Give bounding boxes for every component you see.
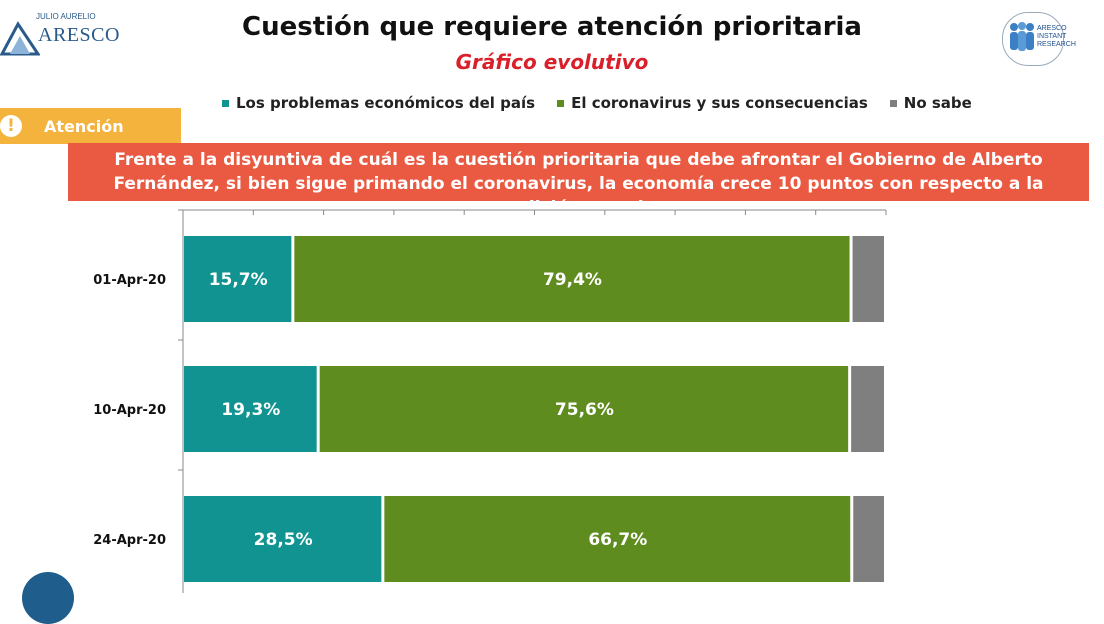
category-label: 24-Apr-20 — [93, 533, 166, 548]
bar-segment — [184, 236, 292, 322]
legend-label: Los problemas económicos del país — [236, 94, 536, 112]
bar-segment — [853, 496, 884, 582]
legend-label: El coronavirus y sus consecuencias — [571, 94, 868, 112]
page-title: Cuestión que requiere atención prioritar… — [242, 12, 862, 42]
bar-segment — [319, 366, 849, 452]
bar-value-label: 66,7% — [588, 530, 647, 550]
warning-icon: ! — [0, 115, 22, 137]
category-label: 01-Apr-20 — [93, 273, 166, 288]
legend-label: No sabe — [903, 94, 972, 112]
alert-label: Atención — [44, 117, 124, 136]
alert-banner: Frente a la disyuntiva de cuál es la cue… — [68, 143, 1089, 218]
category-label: 10-Apr-20 — [93, 403, 166, 418]
page-subtitle: Gráfico evolutivo — [455, 50, 649, 74]
logo-triangle-icon — [0, 21, 40, 56]
bar-segment — [294, 236, 850, 322]
stacked-bar-chart: 01-Apr-20 15,7% 79,4% 10-Apr-20 19,3% 75,6% 24… — [93, 209, 887, 593]
corner-badge-icon — [22, 572, 74, 624]
bar-segment — [852, 236, 884, 322]
bar-segment — [184, 496, 382, 582]
aresco-instant-research-logo: ARESCO INSTANT RESEARCH — [1002, 12, 1076, 66]
logo-big-text: ARESCO — [38, 24, 120, 46]
legend-item-no-sabe: No sabe — [889, 94, 972, 112]
chart-legend: Los problemas económicos del país El cor… — [222, 94, 972, 112]
legend-swatch — [222, 99, 229, 107]
bar-value-label: 28,5% — [254, 530, 313, 550]
legend-item-coronavirus: El coronavirus y sus consecuencias — [557, 94, 868, 112]
logo-small-text: JULIO AURELIO — [36, 12, 96, 21]
alert-tab: ! Atención — [0, 108, 181, 144]
legend-swatch — [557, 99, 565, 107]
bar-segment — [851, 366, 884, 452]
logo-right-text: ARESCO INSTANT RESEARCH — [1037, 25, 1076, 48]
bar-value-label: 19,3% — [221, 400, 280, 420]
bar-value-label: 15,7% — [209, 270, 268, 290]
aresco-logo: JULIO AURELIO ARESCO — [0, 10, 119, 62]
people-icon — [1010, 22, 1034, 51]
bar-value-label: 79,4% — [543, 270, 602, 290]
bar-segment — [384, 496, 851, 582]
legend-item-economia: Los problemas económicos del país — [222, 94, 535, 112]
legend-swatch — [889, 99, 897, 107]
bar-segment — [184, 366, 317, 452]
bar-value-label: 75,6% — [555, 400, 614, 420]
